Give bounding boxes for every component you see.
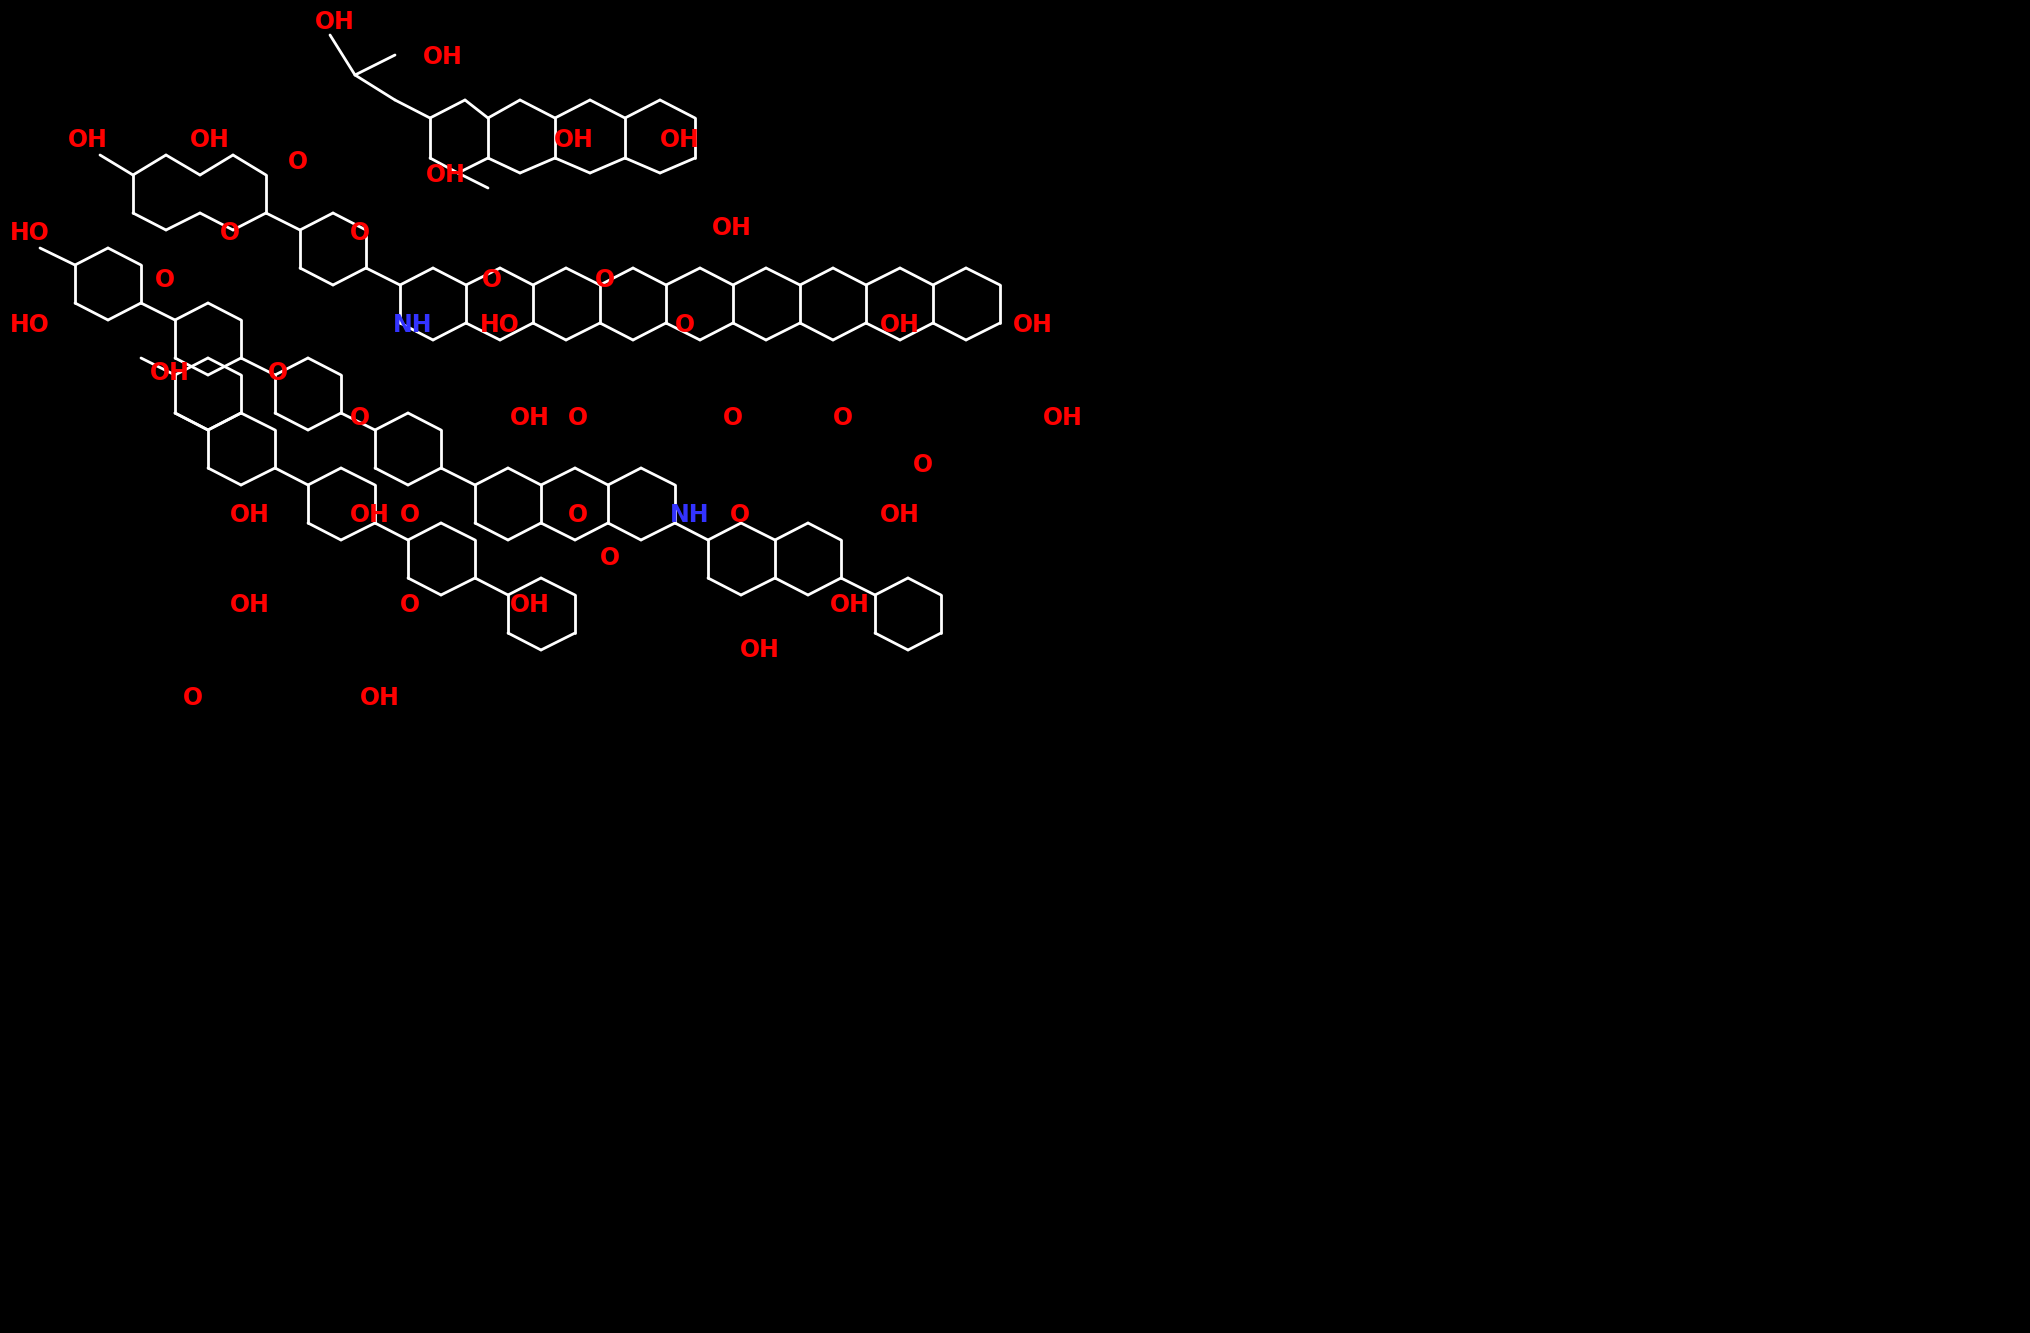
Text: O: O [183,686,203,710]
Text: O: O [674,313,694,337]
Text: OH: OH [69,128,108,152]
Text: OH: OH [830,593,871,617]
Text: NH: NH [394,313,432,337]
Text: OH: OH [881,503,920,527]
Text: OH: OH [660,128,700,152]
Text: OH: OH [315,11,355,35]
Text: OH: OH [150,361,191,385]
Text: HO: HO [10,313,51,337]
Text: O: O [568,407,589,431]
Text: OH: OH [229,503,270,527]
Text: O: O [154,268,175,292]
Text: OH: OH [510,593,550,617]
Text: O: O [481,268,501,292]
Text: O: O [400,593,420,617]
Text: OH: OH [881,313,920,337]
Text: O: O [400,503,420,527]
Text: O: O [914,453,934,477]
Text: OH: OH [713,216,751,240]
Text: O: O [568,503,589,527]
Text: O: O [731,503,749,527]
Text: OH: OH [1043,407,1082,431]
Text: OH: OH [191,128,229,152]
Text: O: O [601,547,619,571]
Text: O: O [349,221,369,245]
Text: O: O [268,361,288,385]
Text: OH: OH [554,128,595,152]
Text: O: O [288,151,309,175]
Text: OH: OH [422,45,463,69]
Text: O: O [595,268,615,292]
Text: HO: HO [10,221,51,245]
Text: O: O [832,407,853,431]
Text: O: O [219,221,240,245]
Text: HO: HO [479,313,520,337]
Text: OH: OH [349,503,390,527]
Text: NH: NH [670,503,710,527]
Text: OH: OH [1013,313,1054,337]
Text: OH: OH [510,407,550,431]
Text: O: O [723,407,743,431]
Text: OH: OH [229,593,270,617]
Text: O: O [349,407,369,431]
Text: OH: OH [426,163,467,187]
Text: OH: OH [741,639,780,663]
Text: OH: OH [359,686,400,710]
